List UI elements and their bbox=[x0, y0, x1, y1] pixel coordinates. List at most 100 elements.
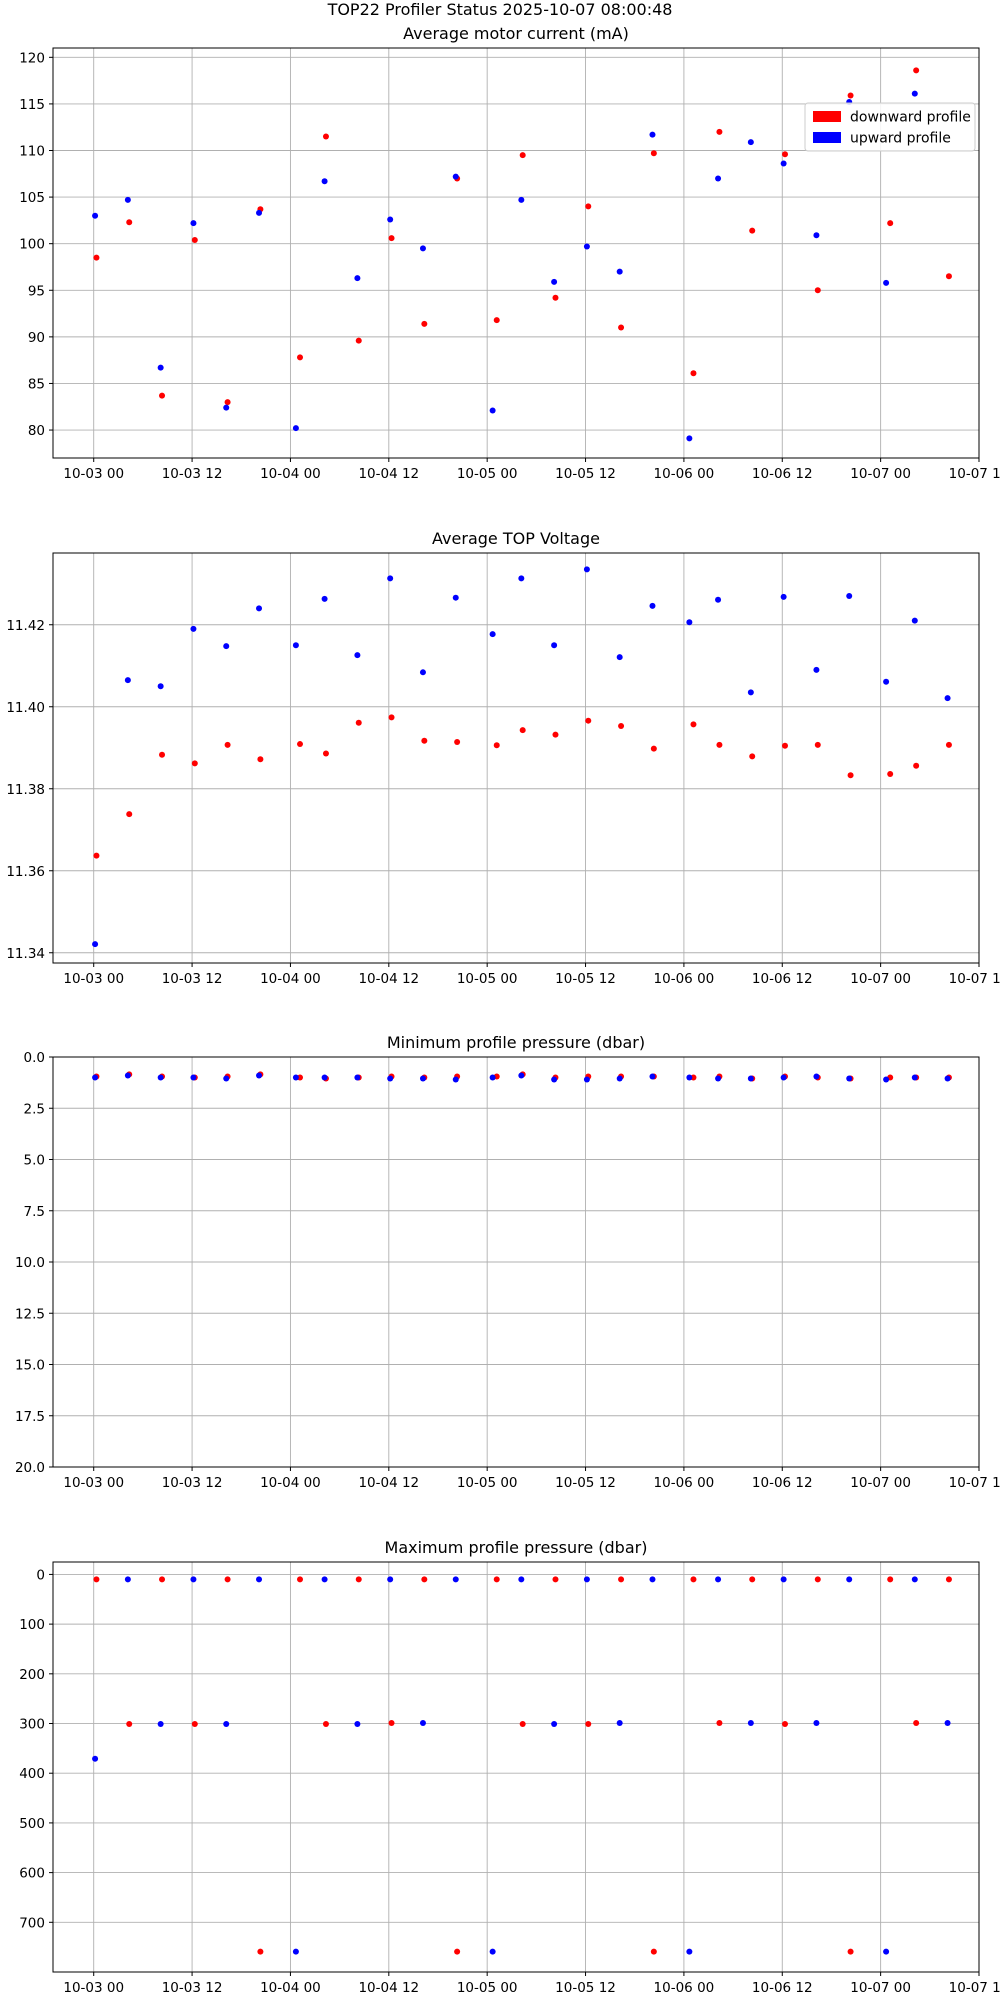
data-point bbox=[297, 354, 304, 361]
data-point bbox=[780, 1576, 787, 1583]
data-point bbox=[846, 1075, 853, 1082]
data-point bbox=[257, 756, 264, 763]
data-point bbox=[452, 1076, 459, 1083]
x-tick-label: 10-04 12 bbox=[358, 1980, 419, 1996]
data-point bbox=[715, 1576, 722, 1583]
data-point bbox=[911, 1576, 918, 1583]
x-tick-label: 10-07 12 bbox=[949, 1475, 1000, 1491]
data-point bbox=[782, 742, 789, 749]
data-point bbox=[93, 852, 100, 859]
data-point bbox=[747, 139, 754, 146]
data-point bbox=[159, 751, 166, 758]
data-point bbox=[419, 669, 426, 676]
data-point bbox=[813, 666, 820, 673]
data-point bbox=[749, 1576, 756, 1583]
data-point bbox=[650, 1948, 657, 1955]
data-point bbox=[419, 1075, 426, 1082]
data-point bbox=[813, 232, 820, 239]
x-tick-label: 10-07 12 bbox=[949, 1980, 1000, 1996]
data-point bbox=[93, 254, 100, 261]
x-tick-label: 10-04 00 bbox=[260, 1475, 321, 1491]
y-tick-label: 80 bbox=[28, 423, 45, 439]
chart-panel-2: Average TOP Voltage 10-03 00 10-03 12 10-04… bbox=[6, 529, 1000, 987]
data-point bbox=[650, 745, 657, 752]
data-point bbox=[322, 1721, 329, 1728]
data-point bbox=[321, 178, 328, 185]
data-point bbox=[944, 1720, 951, 1727]
data-point bbox=[191, 236, 198, 243]
data-point bbox=[322, 750, 329, 757]
data-point bbox=[690, 1576, 697, 1583]
x-tick-label: 10-05 00 bbox=[457, 1475, 518, 1491]
x-tick-label: 10-03 12 bbox=[162, 1475, 223, 1491]
data-point bbox=[190, 220, 197, 227]
data-point bbox=[690, 370, 697, 377]
data-point bbox=[454, 739, 461, 746]
data-point bbox=[321, 1576, 328, 1583]
data-point bbox=[583, 243, 590, 250]
y-tick-label: 7.5 bbox=[24, 1204, 45, 1220]
y-tick-label: 100 bbox=[19, 1617, 45, 1633]
y-tick-label: 20.0 bbox=[15, 1460, 45, 1476]
data-point bbox=[355, 337, 362, 344]
y-tick-label: 300 bbox=[19, 1717, 45, 1733]
data-point bbox=[256, 605, 263, 612]
y-tick-label: 500 bbox=[19, 1816, 45, 1832]
data-point bbox=[388, 714, 395, 721]
data-point bbox=[292, 1948, 299, 1955]
x-tick-label: 10-05 00 bbox=[457, 971, 518, 987]
data-point bbox=[585, 203, 592, 210]
data-point bbox=[355, 1576, 362, 1583]
data-point bbox=[159, 392, 166, 399]
x-tick-label: 10-03 00 bbox=[63, 971, 124, 987]
y-tick-label: 0.0 bbox=[24, 1050, 45, 1066]
series-upward bbox=[92, 566, 951, 948]
data-point bbox=[883, 1076, 890, 1083]
axes-frame bbox=[52, 1056, 980, 1468]
x-tick-label: 10-07 00 bbox=[850, 971, 911, 987]
data-point bbox=[686, 435, 693, 442]
data-point bbox=[913, 762, 920, 769]
x-tick-label: 10-06 00 bbox=[654, 971, 715, 987]
x-tick-label: 10-06 12 bbox=[752, 466, 813, 482]
data-point bbox=[92, 212, 99, 219]
data-point bbox=[813, 1073, 820, 1080]
y-tick-label: 85 bbox=[28, 376, 45, 392]
data-point bbox=[452, 594, 459, 601]
x-tick-label: 10-07 12 bbox=[949, 971, 1000, 987]
data-point bbox=[944, 695, 951, 702]
data-point bbox=[747, 1720, 754, 1727]
y-tick-label: 15.0 bbox=[15, 1358, 45, 1374]
data-point bbox=[387, 575, 394, 582]
gridlines bbox=[53, 553, 980, 963]
data-point bbox=[518, 1072, 525, 1079]
data-point bbox=[321, 1074, 328, 1081]
data-point bbox=[690, 721, 697, 728]
data-point bbox=[616, 654, 623, 661]
data-point bbox=[551, 1076, 558, 1083]
data-point bbox=[489, 631, 496, 638]
y-tick-label: 700 bbox=[19, 1915, 45, 1931]
data-point bbox=[297, 741, 304, 748]
data-point bbox=[716, 1720, 723, 1727]
data-point bbox=[124, 677, 131, 684]
data-point bbox=[649, 1073, 656, 1080]
data-point bbox=[190, 625, 197, 632]
data-point bbox=[419, 245, 426, 252]
data-point bbox=[780, 160, 787, 167]
data-point bbox=[847, 1948, 854, 1955]
data-point bbox=[223, 643, 230, 650]
data-point bbox=[715, 1075, 722, 1082]
data-point bbox=[387, 1576, 394, 1583]
data-point bbox=[421, 1576, 428, 1583]
data-point bbox=[256, 1576, 263, 1583]
x-tick-label: 10-06 12 bbox=[752, 971, 813, 987]
data-point bbox=[618, 1576, 625, 1583]
axes-frame bbox=[52, 47, 980, 459]
data-point bbox=[583, 1576, 590, 1583]
data-point bbox=[552, 1576, 559, 1583]
data-point bbox=[354, 275, 361, 282]
x-tick-label: 10-06 12 bbox=[752, 1475, 813, 1491]
data-point bbox=[616, 1075, 623, 1082]
chart-title: Minimum profile pressure (dbar) bbox=[387, 1033, 645, 1052]
